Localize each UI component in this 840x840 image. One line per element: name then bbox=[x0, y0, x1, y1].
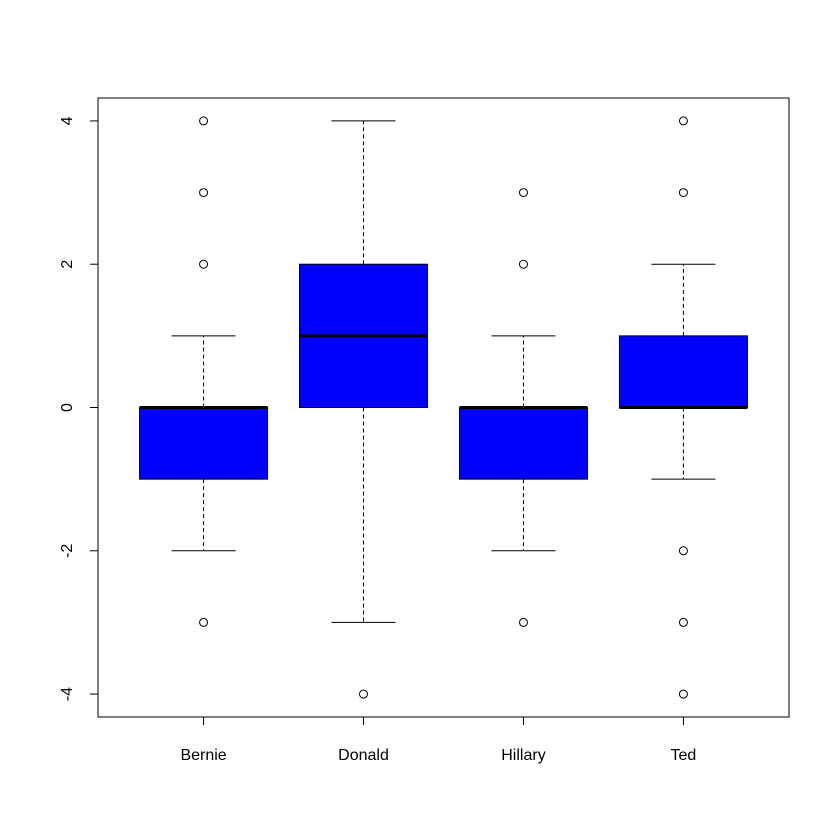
outlier-point bbox=[678, 617, 688, 627]
outlier-point bbox=[678, 546, 688, 556]
outlier-point bbox=[199, 617, 209, 627]
boxes bbox=[139, 116, 748, 699]
box-donald bbox=[299, 120, 429, 699]
outlier-point bbox=[518, 259, 528, 269]
outlier-point bbox=[518, 188, 528, 198]
y-axis: -4 -2 0 2 4 bbox=[59, 116, 99, 701]
x-tick-label-ted: Ted bbox=[671, 747, 697, 764]
y-tick-label: 0 bbox=[59, 403, 76, 412]
box-iqr bbox=[618, 335, 748, 408]
outlier-point bbox=[359, 689, 369, 699]
outlier-point bbox=[518, 617, 528, 627]
box-hillary bbox=[458, 188, 588, 627]
outlier-point bbox=[678, 689, 688, 699]
x-tick-label-hillary: Hillary bbox=[501, 747, 545, 764]
y-tick-label: 2 bbox=[59, 260, 76, 269]
y-tick-label: -4 bbox=[59, 687, 76, 701]
x-tick-label-donald: Donald bbox=[338, 747, 389, 764]
x-axis: Bernie Donald Hillary Ted bbox=[180, 716, 697, 764]
box-iqr bbox=[458, 407, 588, 480]
outlier-point bbox=[199, 188, 209, 198]
x-tick-label-bernie: Bernie bbox=[180, 747, 226, 764]
y-tick-label: 4 bbox=[59, 116, 76, 125]
box-bernie bbox=[139, 116, 269, 627]
box-iqr bbox=[139, 407, 269, 480]
outlier-point bbox=[678, 116, 688, 126]
outlier-point bbox=[199, 116, 209, 126]
outlier-point bbox=[678, 188, 688, 198]
box-ted bbox=[618, 116, 748, 699]
y-tick-label: -2 bbox=[59, 544, 76, 558]
outlier-point bbox=[199, 259, 209, 269]
